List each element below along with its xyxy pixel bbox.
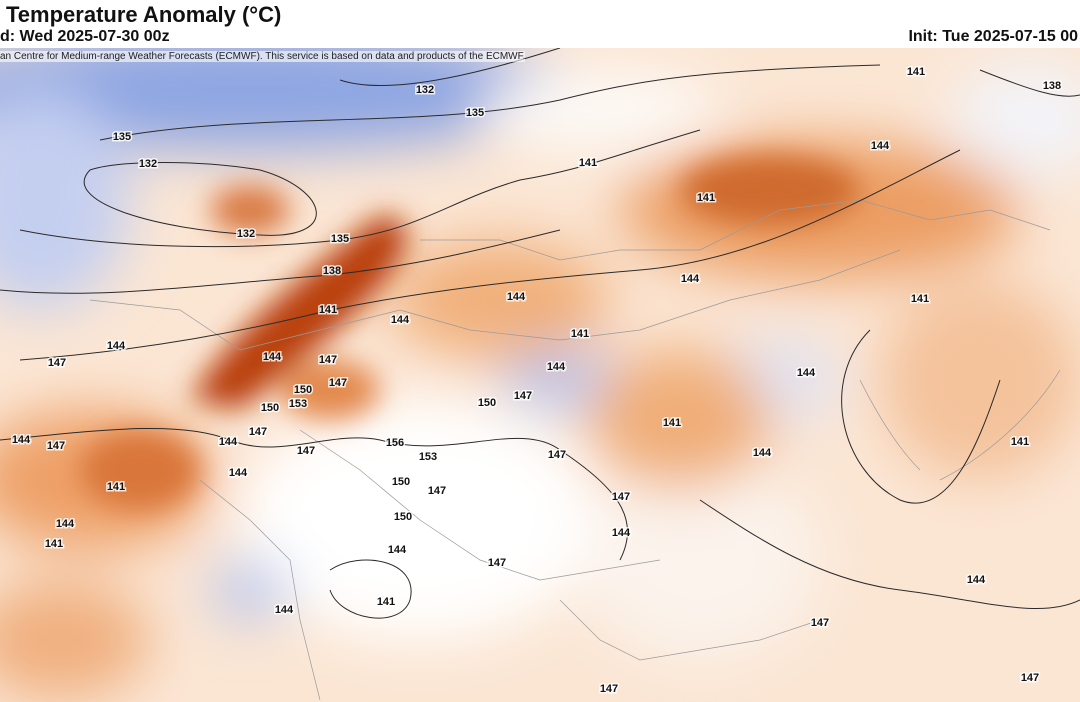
contour-label: 135 (113, 131, 131, 143)
contour-label: 144 (391, 314, 410, 326)
borders (89, 199, 1061, 701)
anomaly-shading (0, 48, 1080, 700)
contour-label: 144 (12, 434, 31, 446)
contour-label: 141 (107, 481, 125, 493)
contour-label: 144 (219, 436, 238, 448)
contour-label: 132 (237, 228, 255, 240)
contour-label: 144 (275, 604, 294, 616)
contour-label: 144 (263, 351, 282, 363)
contour-label: 141 (663, 417, 681, 429)
map-title: Temperature Anomaly (°C) (6, 2, 282, 27)
contour-label: 141 (571, 328, 589, 340)
contour-label: 153 (419, 451, 437, 463)
contour-label: 147 (48, 357, 66, 369)
contour-label: 144 (681, 273, 700, 285)
contour-label: 141 (1011, 436, 1029, 448)
contour-label: 141 (45, 538, 63, 550)
contour-label: 153 (289, 398, 307, 410)
attribution: an Centre for Medium-range Weather Forec… (0, 51, 526, 62)
contour-label: 147 (329, 377, 347, 389)
contour-label: 147 (548, 449, 566, 461)
contour-label: 147 (297, 445, 315, 457)
contour-label: 150 (394, 511, 412, 523)
contour-label: 150 (392, 476, 410, 488)
contour-label: 147 (428, 485, 446, 497)
warm-core (80, 155, 860, 510)
contour-label: 138 (323, 265, 341, 277)
contour-label: 141 (911, 293, 929, 305)
contour-label: 144 (507, 291, 526, 303)
init-time: Init: Tue 2025-07-15 00 (908, 28, 1078, 45)
contour-label: 147 (612, 491, 630, 503)
contour-label: 144 (229, 467, 248, 479)
map: 132 135 141 138 135 132 141 144 141 132 135 138 144 1… (0, 48, 1080, 702)
contour-label: 150 (261, 402, 279, 414)
contour-label: 144 (753, 447, 772, 459)
contour-label: 141 (697, 192, 715, 204)
contour-label: 156 (386, 437, 404, 449)
contour-label: 147 (1021, 672, 1039, 684)
contour-label: 147 (600, 683, 618, 695)
contour-label: 144 (388, 544, 407, 556)
contour-label: 147 (319, 354, 337, 366)
contour-label: 150 (478, 397, 496, 409)
contour-label: 132 (416, 84, 434, 96)
contour-label: 144 (871, 140, 890, 152)
contour-label: 144 (967, 574, 986, 586)
contour-label: 132 (139, 158, 157, 170)
contour-label: 141 (907, 66, 925, 78)
contours (0, 48, 1080, 619)
contour-label: 138 (1043, 80, 1061, 92)
contour-label: 144 (797, 367, 816, 379)
contour-label: 147 (249, 426, 267, 438)
contour-label: 150 (294, 384, 312, 396)
contour-label: 144 (107, 340, 126, 352)
contour-label: 141 (377, 596, 395, 608)
contour-label: 141 (319, 304, 337, 316)
contour-label: 141 (579, 157, 597, 169)
contour-labels: 132 135 141 138 135 132 141 144 141 132 135 138 144 1… (10, 64, 1062, 696)
contour-label: 147 (488, 557, 506, 569)
contour-label: 147 (514, 390, 532, 402)
contour-label: 135 (331, 233, 349, 245)
contour-label: 144 (56, 518, 75, 530)
contour-label: 147 (47, 440, 65, 452)
valid-time: d: Wed 2025-07-30 00z (0, 28, 170, 45)
contour-label: 135 (466, 107, 484, 119)
contour-label: 147 (811, 617, 829, 629)
contour-label: 144 (547, 361, 566, 373)
contour-label: 144 (612, 527, 631, 539)
